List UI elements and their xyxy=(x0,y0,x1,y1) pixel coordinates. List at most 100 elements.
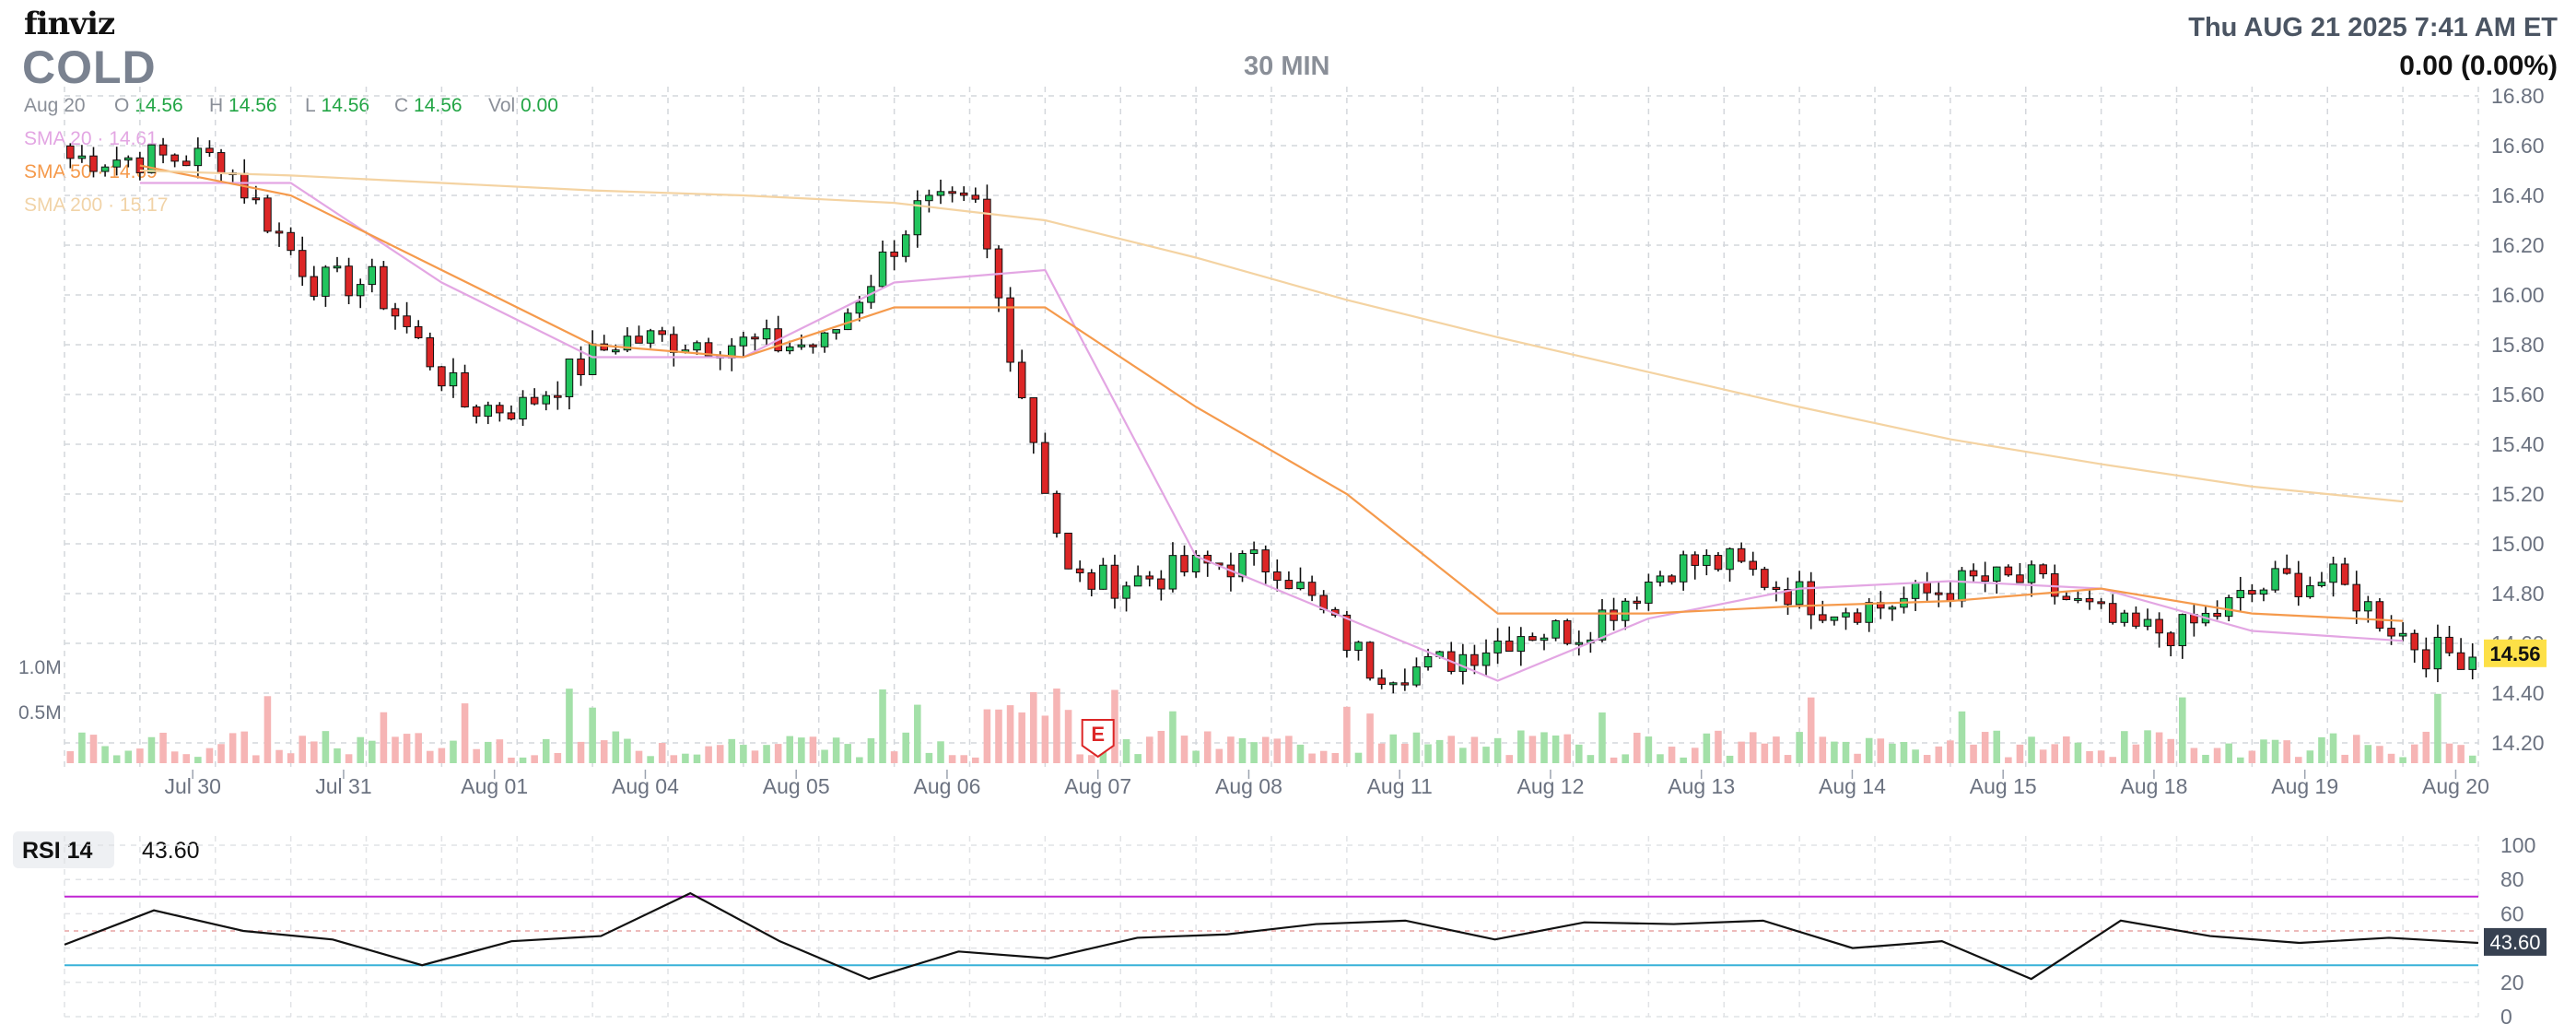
volume-bar xyxy=(948,755,956,763)
candle xyxy=(1470,653,1479,666)
volume-bar xyxy=(1749,732,1757,763)
volume-bar xyxy=(1784,755,1792,763)
rsi-tick-label: 20 xyxy=(2500,971,2524,995)
candle xyxy=(1795,581,1804,606)
candle xyxy=(1296,582,1305,590)
volume-bar xyxy=(519,757,527,763)
candle xyxy=(901,234,910,257)
volume-bar xyxy=(879,689,886,763)
price-tick-label: 14.40 xyxy=(2491,681,2545,705)
volume-bar xyxy=(1459,748,1467,763)
candle xyxy=(1006,297,1014,363)
candle xyxy=(1935,592,1943,595)
candle xyxy=(1145,575,1154,580)
volume-bar xyxy=(1715,730,1722,763)
candle xyxy=(983,198,991,250)
volume-bar xyxy=(450,740,457,763)
volume-bar xyxy=(322,731,330,763)
candle xyxy=(936,191,945,196)
candle xyxy=(2375,601,2384,630)
sma20-legend: SMA 20 · 14.61 xyxy=(24,128,158,149)
volume-bar xyxy=(531,755,538,763)
candle xyxy=(1261,549,1270,573)
volume-bar xyxy=(902,732,909,763)
volume-bar xyxy=(1030,691,1037,763)
candle xyxy=(658,330,666,336)
price-tick-label: 16.00 xyxy=(2491,283,2545,307)
candle xyxy=(554,394,562,398)
candle xyxy=(1377,677,1386,685)
candle xyxy=(2422,649,2430,670)
candle xyxy=(1668,575,1676,583)
candle xyxy=(1388,682,1398,686)
volume-bar xyxy=(310,741,318,763)
candle xyxy=(2074,597,2082,601)
candle xyxy=(507,412,516,420)
price-tick-label: 16.20 xyxy=(2491,233,2545,257)
candle xyxy=(2364,601,2372,612)
volume-bar xyxy=(2121,731,2128,763)
volume-bar xyxy=(1285,736,1293,763)
volume-bar xyxy=(635,750,643,763)
volume-bar xyxy=(2445,743,2453,763)
x-axis-label: Aug 18 xyxy=(2120,774,2187,798)
x-axis-label: Aug 08 xyxy=(1215,774,1282,798)
candle xyxy=(1946,593,1955,602)
volume-bar xyxy=(1958,711,1966,763)
finviz-logo[interactable]: finviz xyxy=(24,6,115,42)
candle xyxy=(1807,581,1815,616)
volume-bar xyxy=(2352,735,2360,763)
volume-bar xyxy=(78,732,86,763)
x-axis-label: Aug 06 xyxy=(913,774,980,798)
candle xyxy=(217,152,226,174)
volume-bar xyxy=(124,750,133,763)
rsi-badge[interactable] xyxy=(13,831,114,868)
candle xyxy=(878,251,887,288)
candle xyxy=(1819,614,1827,621)
candle xyxy=(2097,601,2105,605)
candle xyxy=(193,147,203,167)
volume-bar xyxy=(1064,710,1072,763)
candle xyxy=(1412,666,1421,686)
volume-bar xyxy=(1738,741,1745,763)
volume-bar xyxy=(1134,754,1142,763)
candle xyxy=(1865,602,1873,623)
volume-bar xyxy=(2097,750,2105,763)
volume-bar xyxy=(2063,736,2070,763)
candle xyxy=(530,396,539,405)
candle xyxy=(1017,361,1026,399)
timeframe-label[interactable]: 30 MIN xyxy=(1244,52,1330,81)
volume-bar xyxy=(299,736,306,763)
candle xyxy=(646,330,655,344)
volume-bar xyxy=(890,751,898,763)
candle xyxy=(2085,597,2094,603)
volume-bar xyxy=(682,753,689,763)
candle xyxy=(670,334,678,353)
volume-bar xyxy=(101,746,109,763)
candle xyxy=(2456,652,2465,670)
ohlc-open: O 14.56 xyxy=(114,95,183,116)
rsi-value-tag xyxy=(2484,927,2547,956)
x-axis-label: Aug 13 xyxy=(1668,774,1735,798)
price-tick-label: 15.40 xyxy=(2491,432,2545,456)
candle xyxy=(2016,574,2024,583)
candle xyxy=(2155,618,2163,634)
candle xyxy=(2062,595,2071,601)
rsi-line xyxy=(64,891,2479,981)
candle xyxy=(1645,581,1653,604)
candle xyxy=(2039,564,2047,575)
volume-bar xyxy=(1877,738,1885,763)
volume-bar xyxy=(2202,754,2209,763)
volume-bar xyxy=(1470,736,1479,763)
volume-bar xyxy=(670,755,678,763)
candle xyxy=(356,284,365,297)
candle xyxy=(925,194,933,202)
volume-bar xyxy=(205,748,214,763)
volume-bar xyxy=(554,752,562,763)
volume-bar xyxy=(275,749,283,763)
volume-bar xyxy=(1227,736,1235,763)
volume-bar xyxy=(1842,741,1850,763)
candle xyxy=(1610,609,1618,621)
volume-bar xyxy=(1657,754,1664,763)
